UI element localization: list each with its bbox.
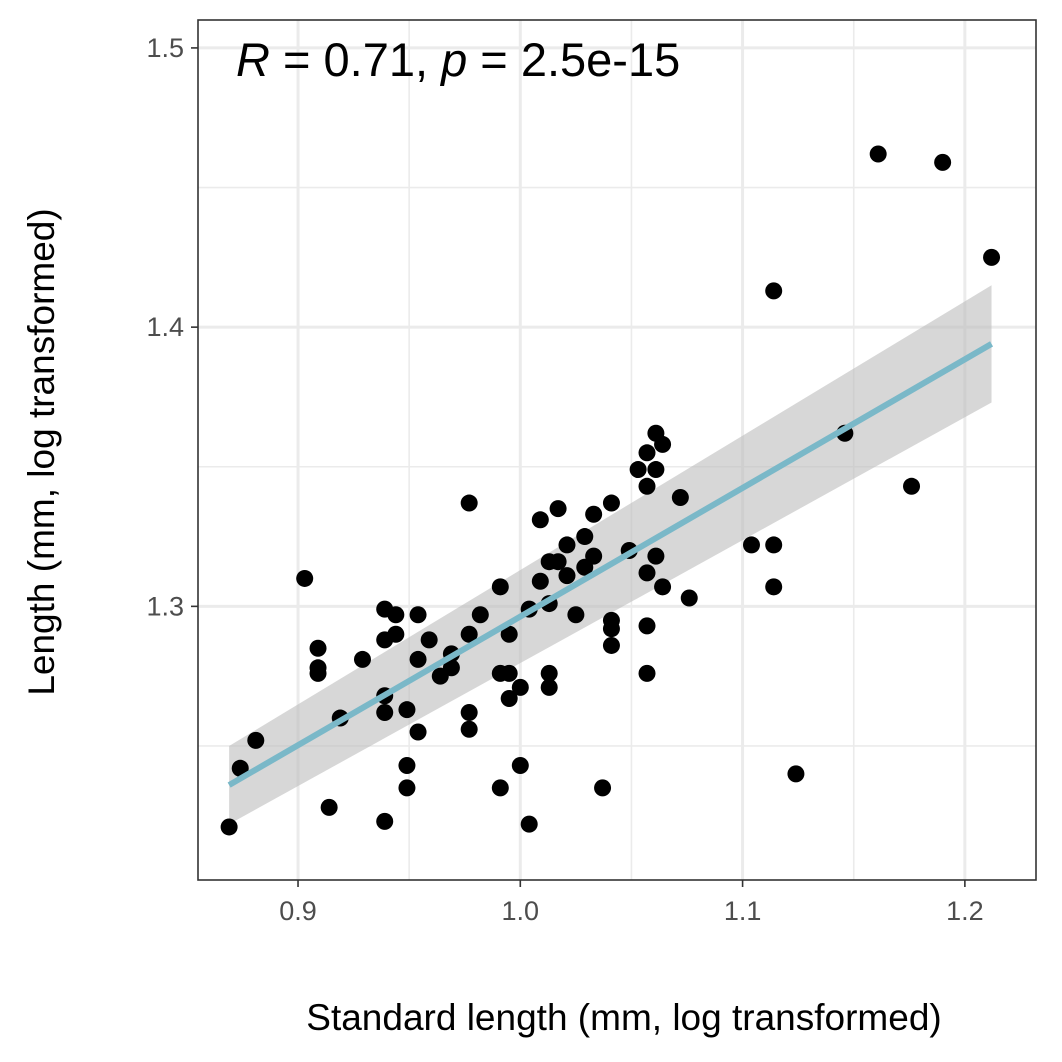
data-point xyxy=(594,779,612,797)
y-axis-title: Length (mm, log transformed) xyxy=(21,208,62,695)
data-point xyxy=(398,757,416,775)
x-tick-label: 1.1 xyxy=(724,896,762,926)
data-point xyxy=(765,282,783,300)
data-point xyxy=(638,664,656,682)
x-tick-label: 1.2 xyxy=(946,896,984,926)
y-tick-label: 1.3 xyxy=(146,591,184,621)
panel-border xyxy=(197,19,1037,881)
data-point xyxy=(671,488,689,506)
data-point xyxy=(585,547,603,565)
data-point xyxy=(511,757,529,775)
data-point xyxy=(471,606,489,624)
data-point xyxy=(680,589,698,607)
data-point xyxy=(387,606,405,624)
data-point xyxy=(500,690,518,708)
data-point xyxy=(460,703,478,721)
data-point xyxy=(376,703,394,721)
data-point xyxy=(903,477,921,495)
data-point xyxy=(654,578,672,596)
data-point xyxy=(869,145,887,163)
data-point xyxy=(247,731,265,749)
data-point xyxy=(585,505,603,523)
x-tick-label: 0.9 xyxy=(279,896,317,926)
correlation-annotation: R = 0.71, p = 2.5e-15 xyxy=(236,33,680,86)
data-point xyxy=(409,606,427,624)
data-point xyxy=(409,650,427,668)
data-point xyxy=(638,477,656,495)
data-point xyxy=(460,625,478,643)
p-value: = 2.5e-15 xyxy=(467,33,680,86)
data-point xyxy=(320,798,338,816)
r-symbol: R xyxy=(236,33,270,86)
data-point xyxy=(531,511,549,529)
data-point xyxy=(549,500,567,518)
data-point xyxy=(398,701,416,719)
data-point xyxy=(231,759,249,777)
data-point xyxy=(220,818,238,836)
data-point xyxy=(602,620,620,638)
data-point xyxy=(376,812,394,830)
p-symbol: p xyxy=(439,33,467,86)
y-axis-ticks: 1.3 1.4 1.5 xyxy=(146,33,198,621)
data-point xyxy=(309,664,327,682)
data-point xyxy=(567,606,585,624)
data-point xyxy=(511,678,529,696)
y-tick-label: 1.4 xyxy=(146,312,184,342)
data-point xyxy=(558,567,576,585)
data-point xyxy=(491,779,509,797)
data-point xyxy=(353,650,371,668)
confidence-ribbon xyxy=(229,285,992,825)
data-point xyxy=(540,664,558,682)
data-point xyxy=(602,636,620,654)
data-point xyxy=(296,569,314,587)
data-point xyxy=(491,578,509,596)
data-point xyxy=(460,720,478,738)
data-point xyxy=(420,631,438,649)
data-point xyxy=(638,617,656,635)
data-point xyxy=(629,461,647,479)
data-point xyxy=(983,248,1001,266)
y-tick-label: 1.5 xyxy=(146,33,184,63)
data-point xyxy=(787,765,805,783)
data-point xyxy=(387,625,405,643)
data-point xyxy=(531,572,549,590)
data-point xyxy=(309,639,327,657)
data-point xyxy=(638,444,656,462)
data-point xyxy=(765,578,783,596)
data-point xyxy=(409,723,427,741)
data-point xyxy=(742,536,760,554)
data-point xyxy=(647,547,665,565)
data-point xyxy=(647,461,665,479)
data-point xyxy=(500,664,518,682)
data-point xyxy=(500,625,518,643)
data-point xyxy=(638,564,656,582)
r-value: = 0.71, xyxy=(270,33,441,86)
data-point xyxy=(765,536,783,554)
data-point xyxy=(549,553,567,571)
regression-line xyxy=(227,341,994,788)
x-tick-label: 1.0 xyxy=(502,896,540,926)
data-point xyxy=(654,435,672,453)
x-axis-ticks: 0.9 1.0 1.1 1.2 xyxy=(279,880,984,926)
data-point xyxy=(602,494,620,512)
data-point xyxy=(934,153,952,171)
data-point xyxy=(442,659,460,677)
data-point xyxy=(460,494,478,512)
data-point xyxy=(520,815,538,833)
data-point xyxy=(540,678,558,696)
data-point xyxy=(558,536,576,554)
data-point xyxy=(398,779,416,797)
data-point xyxy=(576,528,594,546)
x-axis-title: Standard length (mm, log transformed) xyxy=(306,997,941,1038)
